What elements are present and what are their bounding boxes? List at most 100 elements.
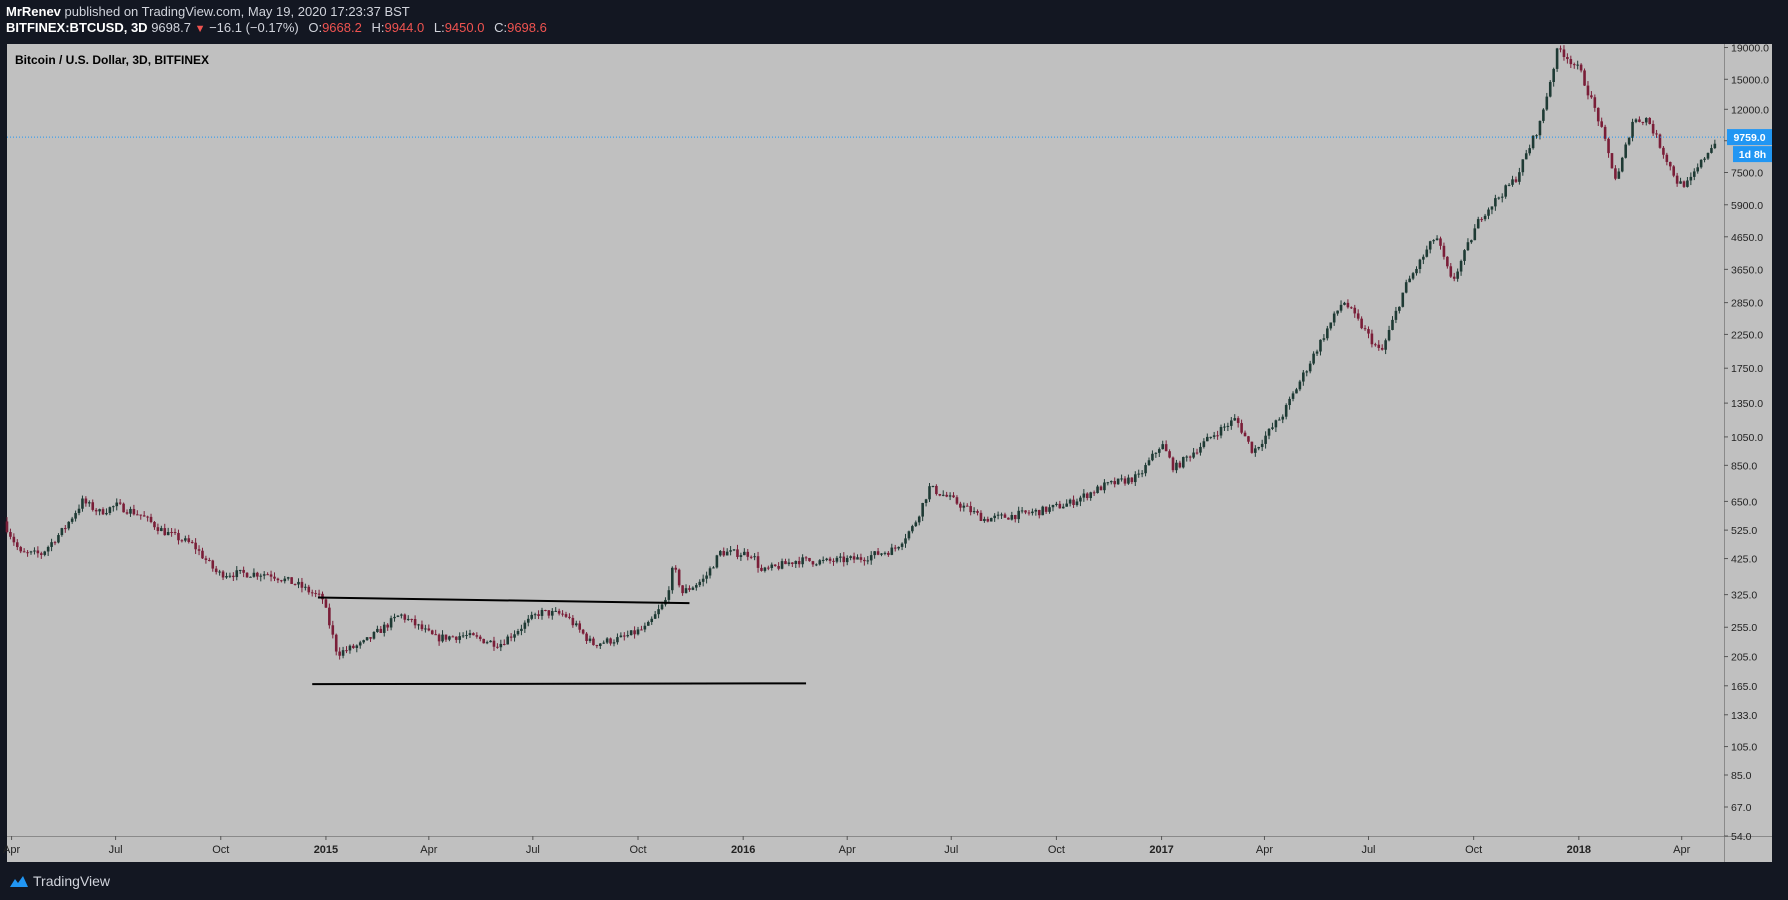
candle-body xyxy=(1212,435,1216,437)
candle-up xyxy=(1555,47,1559,72)
candle-up xyxy=(1387,325,1391,342)
plot-area[interactable] xyxy=(7,44,1724,836)
candle-up xyxy=(1463,249,1466,265)
candle-up xyxy=(873,550,876,559)
candle-down xyxy=(681,585,684,596)
candle-body xyxy=(204,558,208,561)
candle-body xyxy=(74,513,77,519)
candle-body xyxy=(173,532,177,534)
candle-body xyxy=(105,512,108,515)
candle-body xyxy=(1644,118,1648,123)
tradingview-logo[interactable]: TradingView xyxy=(7,872,110,890)
candle-down xyxy=(828,556,832,564)
candle-up xyxy=(869,551,873,565)
candle-body xyxy=(1291,393,1295,399)
candlesticks xyxy=(5,45,1717,660)
time-axis-area[interactable] xyxy=(7,836,1772,862)
candle-body xyxy=(1185,456,1189,458)
candle-up xyxy=(1329,322,1333,331)
candle-body xyxy=(19,547,23,552)
candle-up xyxy=(993,513,996,522)
candle-up xyxy=(900,542,904,551)
candle-up xyxy=(67,521,71,531)
candle-up xyxy=(1524,149,1528,160)
candle-up xyxy=(1487,207,1490,220)
candle-body xyxy=(98,509,101,512)
candle-body xyxy=(1130,477,1134,483)
candle-body xyxy=(1384,340,1387,350)
candle-body xyxy=(801,557,804,565)
candle-down xyxy=(1586,81,1590,100)
candle-body xyxy=(866,560,870,562)
candle-body xyxy=(444,634,448,640)
candle-up xyxy=(1233,414,1237,421)
brand-text: TradingView xyxy=(33,873,111,889)
candle-up xyxy=(1617,168,1621,179)
candle-body xyxy=(1068,499,1072,504)
candle-body xyxy=(1411,273,1415,279)
candle-up xyxy=(225,572,228,579)
candle-up xyxy=(1483,213,1487,222)
candle-body xyxy=(1240,423,1243,433)
candle-body xyxy=(218,571,221,573)
candle-down xyxy=(564,611,568,618)
candle-up xyxy=(389,615,393,631)
candle-body xyxy=(1658,134,1662,148)
candle-up xyxy=(1689,172,1693,186)
author-name[interactable]: MrRenev xyxy=(6,4,61,19)
candle-up xyxy=(465,630,468,640)
candle-down xyxy=(1672,165,1676,178)
candle-down xyxy=(1367,326,1370,339)
candle-body xyxy=(9,532,12,537)
candle-up xyxy=(845,555,849,566)
candle-up xyxy=(1154,452,1158,458)
candle-up xyxy=(612,639,616,647)
candle-body xyxy=(1576,64,1579,66)
candle-up xyxy=(705,571,708,584)
candle-down xyxy=(1665,152,1669,166)
candle-body xyxy=(1699,159,1703,168)
candle-up xyxy=(1398,306,1401,314)
price-axis-area[interactable] xyxy=(1724,44,1772,836)
candle-body xyxy=(57,535,60,543)
candle-up xyxy=(1404,279,1408,294)
candle-up xyxy=(1219,424,1223,439)
candle-up xyxy=(880,553,883,557)
candle-up xyxy=(46,545,50,556)
candle-up xyxy=(695,583,698,591)
candle-down xyxy=(437,633,441,646)
candle-up xyxy=(904,533,907,548)
candle-body xyxy=(890,547,894,555)
candle-up xyxy=(1226,422,1230,432)
candle-down xyxy=(345,646,348,654)
candle-body xyxy=(170,531,173,533)
candle-up xyxy=(1518,167,1521,185)
trendline[interactable] xyxy=(312,682,807,686)
candle-body xyxy=(307,586,311,593)
candle-body xyxy=(1692,171,1696,177)
candle-body xyxy=(1157,449,1161,453)
candle-body xyxy=(893,547,897,549)
trendline[interactable] xyxy=(317,596,690,605)
x-tick-label: Jul xyxy=(109,844,123,856)
candle-down xyxy=(1178,460,1182,469)
candle-down xyxy=(256,571,259,580)
candle-body xyxy=(1120,478,1123,480)
candle-body xyxy=(839,556,842,558)
trendlines[interactable] xyxy=(312,596,807,686)
high-label: H: xyxy=(371,20,385,35)
candle-body xyxy=(715,555,719,568)
candle-body xyxy=(629,630,633,636)
candle-down xyxy=(276,577,280,584)
candle-down xyxy=(1195,448,1199,455)
candle-body xyxy=(509,636,513,638)
candle-body xyxy=(1439,238,1442,246)
candle-body xyxy=(616,637,619,643)
y-tick-label: 12000.0 xyxy=(1731,104,1769,116)
candle-body xyxy=(530,614,534,619)
candle-body xyxy=(297,581,300,585)
candle-body xyxy=(348,645,352,651)
candle-up xyxy=(715,554,719,569)
candle-body xyxy=(441,634,444,642)
